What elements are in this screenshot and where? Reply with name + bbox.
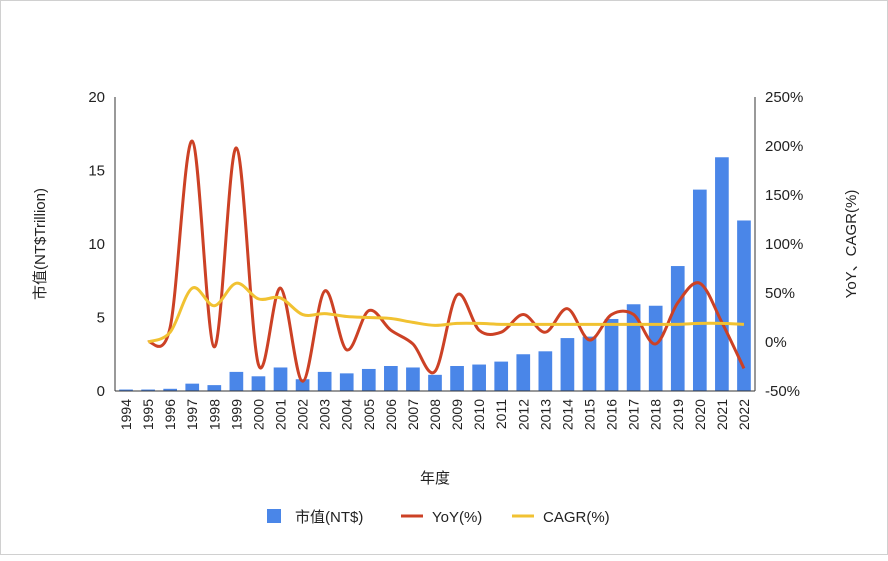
bar-market-cap — [604, 318, 619, 391]
bar-market-cap — [406, 367, 420, 391]
right-tick-label: 50% — [765, 285, 795, 302]
x-tick-label: 1998 — [206, 399, 222, 430]
right-tick-label: 0% — [765, 334, 787, 351]
bar-market-cap — [538, 351, 553, 391]
lines-layer — [147, 139, 746, 383]
bar-market-cap — [185, 383, 200, 391]
x-tick-labels: 1994 1995 1996 1997 1998 1999 2000 2001 2002 2003… — [118, 399, 752, 430]
bar-market-cap — [692, 189, 707, 391]
left-tick-label: 0 — [97, 383, 105, 400]
bars-layer — [119, 157, 751, 391]
bar-market-cap — [516, 354, 531, 391]
bar-market-cap — [582, 336, 597, 391]
legend-swatch-market-cap — [267, 509, 281, 523]
bar-market-cap — [361, 368, 376, 391]
x-tick-label: 2002 — [295, 399, 311, 430]
bar-market-cap — [229, 371, 244, 391]
x-tick-label: 2016 — [604, 399, 620, 430]
bar-market-cap — [207, 385, 222, 391]
bar-market-cap — [273, 367, 288, 391]
bar-market-cap — [141, 389, 155, 391]
x-tick-label: 2008 — [427, 399, 443, 430]
bar-market-cap — [670, 266, 685, 391]
left-tick-label: 20 — [88, 89, 105, 106]
cagr-line — [147, 281, 745, 344]
x-tick-label: 1996 — [162, 399, 178, 430]
right-tick-label: 150% — [765, 187, 803, 204]
x-tick-label: 2018 — [648, 399, 664, 430]
legend-item-cagr: CAGR(%) — [512, 509, 610, 526]
bar-market-cap — [472, 364, 486, 391]
left-tick-labels: 0 5 10 15 20 — [88, 89, 105, 400]
x-tick-label: 2012 — [515, 399, 531, 430]
bar-market-cap — [494, 361, 509, 391]
x-tick-label: 1999 — [228, 399, 244, 430]
legend-label-yoy: YoY(%) — [432, 509, 482, 526]
yoy-line — [147, 139, 746, 383]
bar-market-cap — [428, 374, 442, 391]
bar-market-cap — [119, 389, 133, 391]
x-tick-label: 2011 — [493, 399, 509, 429]
x-tick-label: 2005 — [361, 399, 377, 430]
x-tick-label: 2010 — [471, 399, 487, 430]
bar-market-cap — [450, 366, 464, 391]
x-tick-label: 1994 — [118, 399, 134, 430]
bar-market-cap — [737, 220, 751, 391]
x-tick-label: 2004 — [339, 399, 355, 430]
left-tick-label: 10 — [88, 236, 105, 253]
legend-label-market-cap: 市值(NT$) — [295, 509, 363, 526]
bar-market-cap — [339, 373, 354, 391]
legend-item-yoy: YoY(%) — [401, 509, 482, 526]
bar-market-cap — [560, 338, 575, 391]
x-tick-label: 2022 — [736, 399, 752, 430]
right-tick-label: 100% — [765, 236, 803, 253]
x-tick-label: 2007 — [405, 399, 421, 430]
bar-market-cap — [295, 379, 310, 391]
x-tick-label: 2021 — [714, 399, 730, 430]
x-tick-label: 2001 — [273, 399, 289, 430]
legend: 市值(NT$) YoY(%) CAGR(%) — [267, 509, 610, 526]
right-tick-labels: -50% 0% 50% 100% 150% 200% 250% — [765, 89, 803, 400]
axes-layer — [114, 97, 756, 392]
x-tick-label: 1995 — [140, 399, 156, 430]
x-tick-label: 1997 — [184, 399, 200, 430]
legend-item-market-cap: 市值(NT$) — [267, 509, 363, 526]
bar-market-cap — [384, 366, 398, 391]
right-tick-label: -50% — [765, 383, 800, 400]
y-axis-left-label: 市值(NT$Trillion) — [32, 188, 49, 300]
right-tick-label: 200% — [765, 138, 803, 155]
right-tick-label: 250% — [765, 89, 803, 106]
bar-market-cap — [715, 157, 729, 391]
bar-market-cap — [251, 376, 266, 391]
bar-market-cap — [626, 304, 641, 391]
bar-market-cap — [648, 305, 663, 391]
legend-label-cagr: CAGR(%) — [543, 509, 610, 526]
x-tick-label: 2009 — [449, 399, 465, 430]
left-tick-label: 5 — [97, 310, 105, 327]
left-tick-label: 15 — [88, 163, 105, 180]
x-tick-label: 2017 — [626, 399, 642, 430]
x-tick-label: 2019 — [670, 399, 686, 430]
x-tick-label: 2003 — [317, 399, 333, 430]
x-tick-label: 2015 — [581, 399, 597, 430]
x-axis-label: 年度 — [420, 470, 450, 487]
bar-market-cap — [163, 388, 178, 391]
x-tick-label: 2006 — [383, 399, 399, 430]
bar-market-cap — [317, 371, 332, 391]
x-tick-label: 2000 — [250, 399, 266, 430]
x-tick-label: 2013 — [537, 399, 553, 430]
x-tick-label: 2014 — [559, 399, 575, 430]
y-axis-right-label: YoY、CAGR(%) — [843, 190, 860, 299]
x-tick-label: 2020 — [692, 399, 708, 430]
